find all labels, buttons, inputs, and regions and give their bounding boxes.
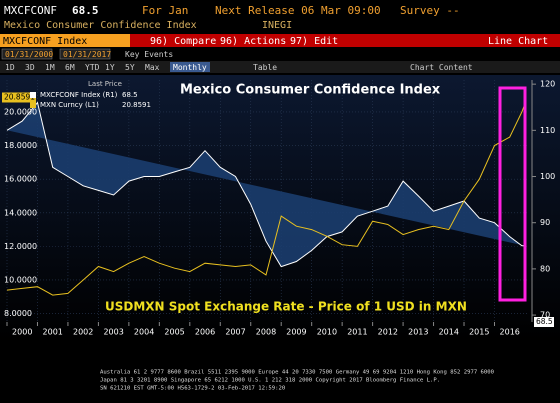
range-button[interactable]: 5Y: [125, 63, 135, 72]
x-tick-label: 2009: [286, 328, 306, 337]
start-date-box[interactable]: [1, 48, 53, 60]
x-tick-label: 2002: [73, 328, 93, 337]
range-bar: [0, 61, 560, 73]
last-tag-label: 20.8591: [4, 92, 35, 101]
survey: Survey --: [400, 4, 460, 17]
y-tick-label: 10.0000: [4, 275, 37, 284]
y-tick-label: 16.0000: [4, 175, 37, 184]
table-button[interactable]: Table: [253, 63, 277, 72]
x-tick-label: 2003: [103, 328, 123, 337]
source: INEGI: [262, 20, 292, 31]
y2-tick-label: 100: [540, 172, 555, 181]
y2-tick-label: 120: [540, 80, 555, 89]
x-tick-label: 2008: [256, 328, 276, 337]
x-tick-label: 2000: [12, 328, 32, 337]
x-tick-label: 2016: [500, 328, 520, 337]
range-button[interactable]: 1M: [45, 63, 55, 72]
x-tick-label: 2001: [43, 328, 63, 337]
legend-swatch: [30, 92, 36, 98]
x-tick-label: 2013: [408, 328, 428, 337]
y2-tick-label: 110: [540, 126, 555, 135]
y-tick-label: 18.0000: [4, 141, 37, 150]
plot: 8.0000 10.0000 12.0000 14.0000 16.0000 18.000…: [2, 80, 555, 337]
menu-bar: [130, 34, 560, 47]
last-tag: [534, 317, 554, 327]
x-tick-label: 2005: [164, 328, 184, 337]
range-button[interactable]: 3D: [25, 63, 35, 72]
x-tick-label: 2007: [225, 328, 245, 337]
chart-title: Mexico Consumer Confidence Index: [180, 83, 441, 98]
range-button[interactable]: YTD: [85, 63, 100, 72]
legend-value: 68.5: [122, 91, 138, 99]
line: [6, 101, 525, 268]
last-value: 68.5: [72, 4, 99, 17]
x-tick-label: 2012: [378, 328, 398, 337]
menu-button[interactable]: 97) Edit: [290, 36, 338, 47]
legend: MXCFCONF Index (R1) 68.5 MXN Curncy (L1) 20…: [30, 91, 151, 109]
y2-tick-label: 80: [540, 264, 550, 273]
footer-line: Japan 81 3 3201 8900 Singapore 65 6212 1…: [100, 378, 440, 384]
y2-tick-label: 90: [540, 218, 550, 227]
menu-button[interactable]: 96) Compare: [150, 36, 216, 47]
legend-label: MXCFCONF Index (R1): [40, 91, 118, 99]
security: MXCFCONF Index: [3, 36, 87, 47]
x-tick-label: 2015: [469, 328, 489, 337]
range-buttons: 1D 3D 1M 6M YTD 1Y 5Y Max: [5, 63, 160, 72]
y-tick-label: 12.0000: [4, 242, 37, 251]
ticker: MXCFCONF: [4, 4, 57, 17]
last-tag: [2, 92, 36, 103]
range-button[interactable]: Max: [145, 63, 160, 72]
range-button[interactable]: 6M: [65, 63, 75, 72]
highlight-box: [498, 86, 527, 302]
y-tick-label: 20.0000: [4, 107, 37, 116]
range-button[interactable]: 1D: [5, 63, 15, 72]
footer-line: Australia 61 2 9777 8600 Brazil 5511 239…: [100, 370, 494, 376]
security-box[interactable]: [0, 34, 130, 47]
frequency: Monthly: [173, 63, 207, 72]
last-tag-label: 68.5: [536, 317, 553, 326]
menu-button[interactable]: 96) Actions: [220, 36, 286, 47]
legend-label: MXN Curncy (L1): [40, 101, 99, 109]
next-release: Next Release 06 Mar 09:00: [215, 4, 381, 17]
legend-value: 20.8591: [122, 101, 151, 109]
y-tick-label: 14.0000: [4, 208, 37, 217]
footer-line: SN 621210 EST GMT-5:00 H563-1729-2 03-Fe…: [100, 386, 285, 392]
legend-title: Last Price: [88, 80, 122, 88]
y2-tick-label: 70: [540, 311, 550, 320]
chart-content[interactable]: Chart Content: [410, 63, 473, 72]
annotation: USDMXN Spot Exchange Rate - Price of 1 U…: [105, 300, 467, 314]
key-events[interactable]: Key Events: [125, 50, 173, 59]
menu-buttons: 96) Compare 96) Actions 97) Edit: [150, 36, 338, 47]
line: [6, 103, 526, 296]
x-tick-label: 2014: [439, 328, 459, 337]
range-button[interactable]: 1Y: [105, 63, 115, 72]
frequency-box[interactable]: [170, 62, 210, 72]
period: For Jan: [142, 4, 188, 17]
area: [7, 102, 525, 267]
legend-swatch: [30, 102, 36, 108]
y-tick-label: 8.0000: [4, 309, 32, 318]
x-tick-label: 2010: [317, 328, 337, 337]
end-date-box[interactable]: [59, 48, 111, 60]
x-tick-label: 2004: [134, 328, 154, 337]
x-tick-label: 2011: [347, 328, 367, 337]
x-tick-label: 2006: [195, 328, 215, 337]
view-label[interactable]: Line Chart: [488, 36, 548, 47]
end-date: 01/31/2017: [63, 50, 111, 59]
security-name: Mexico Consumer Confidence Index: [4, 20, 197, 31]
start-date: 01/31/2000: [5, 50, 53, 59]
footer: Australia 61 2 9777 8600 Brazil 5511 239…: [100, 370, 494, 392]
